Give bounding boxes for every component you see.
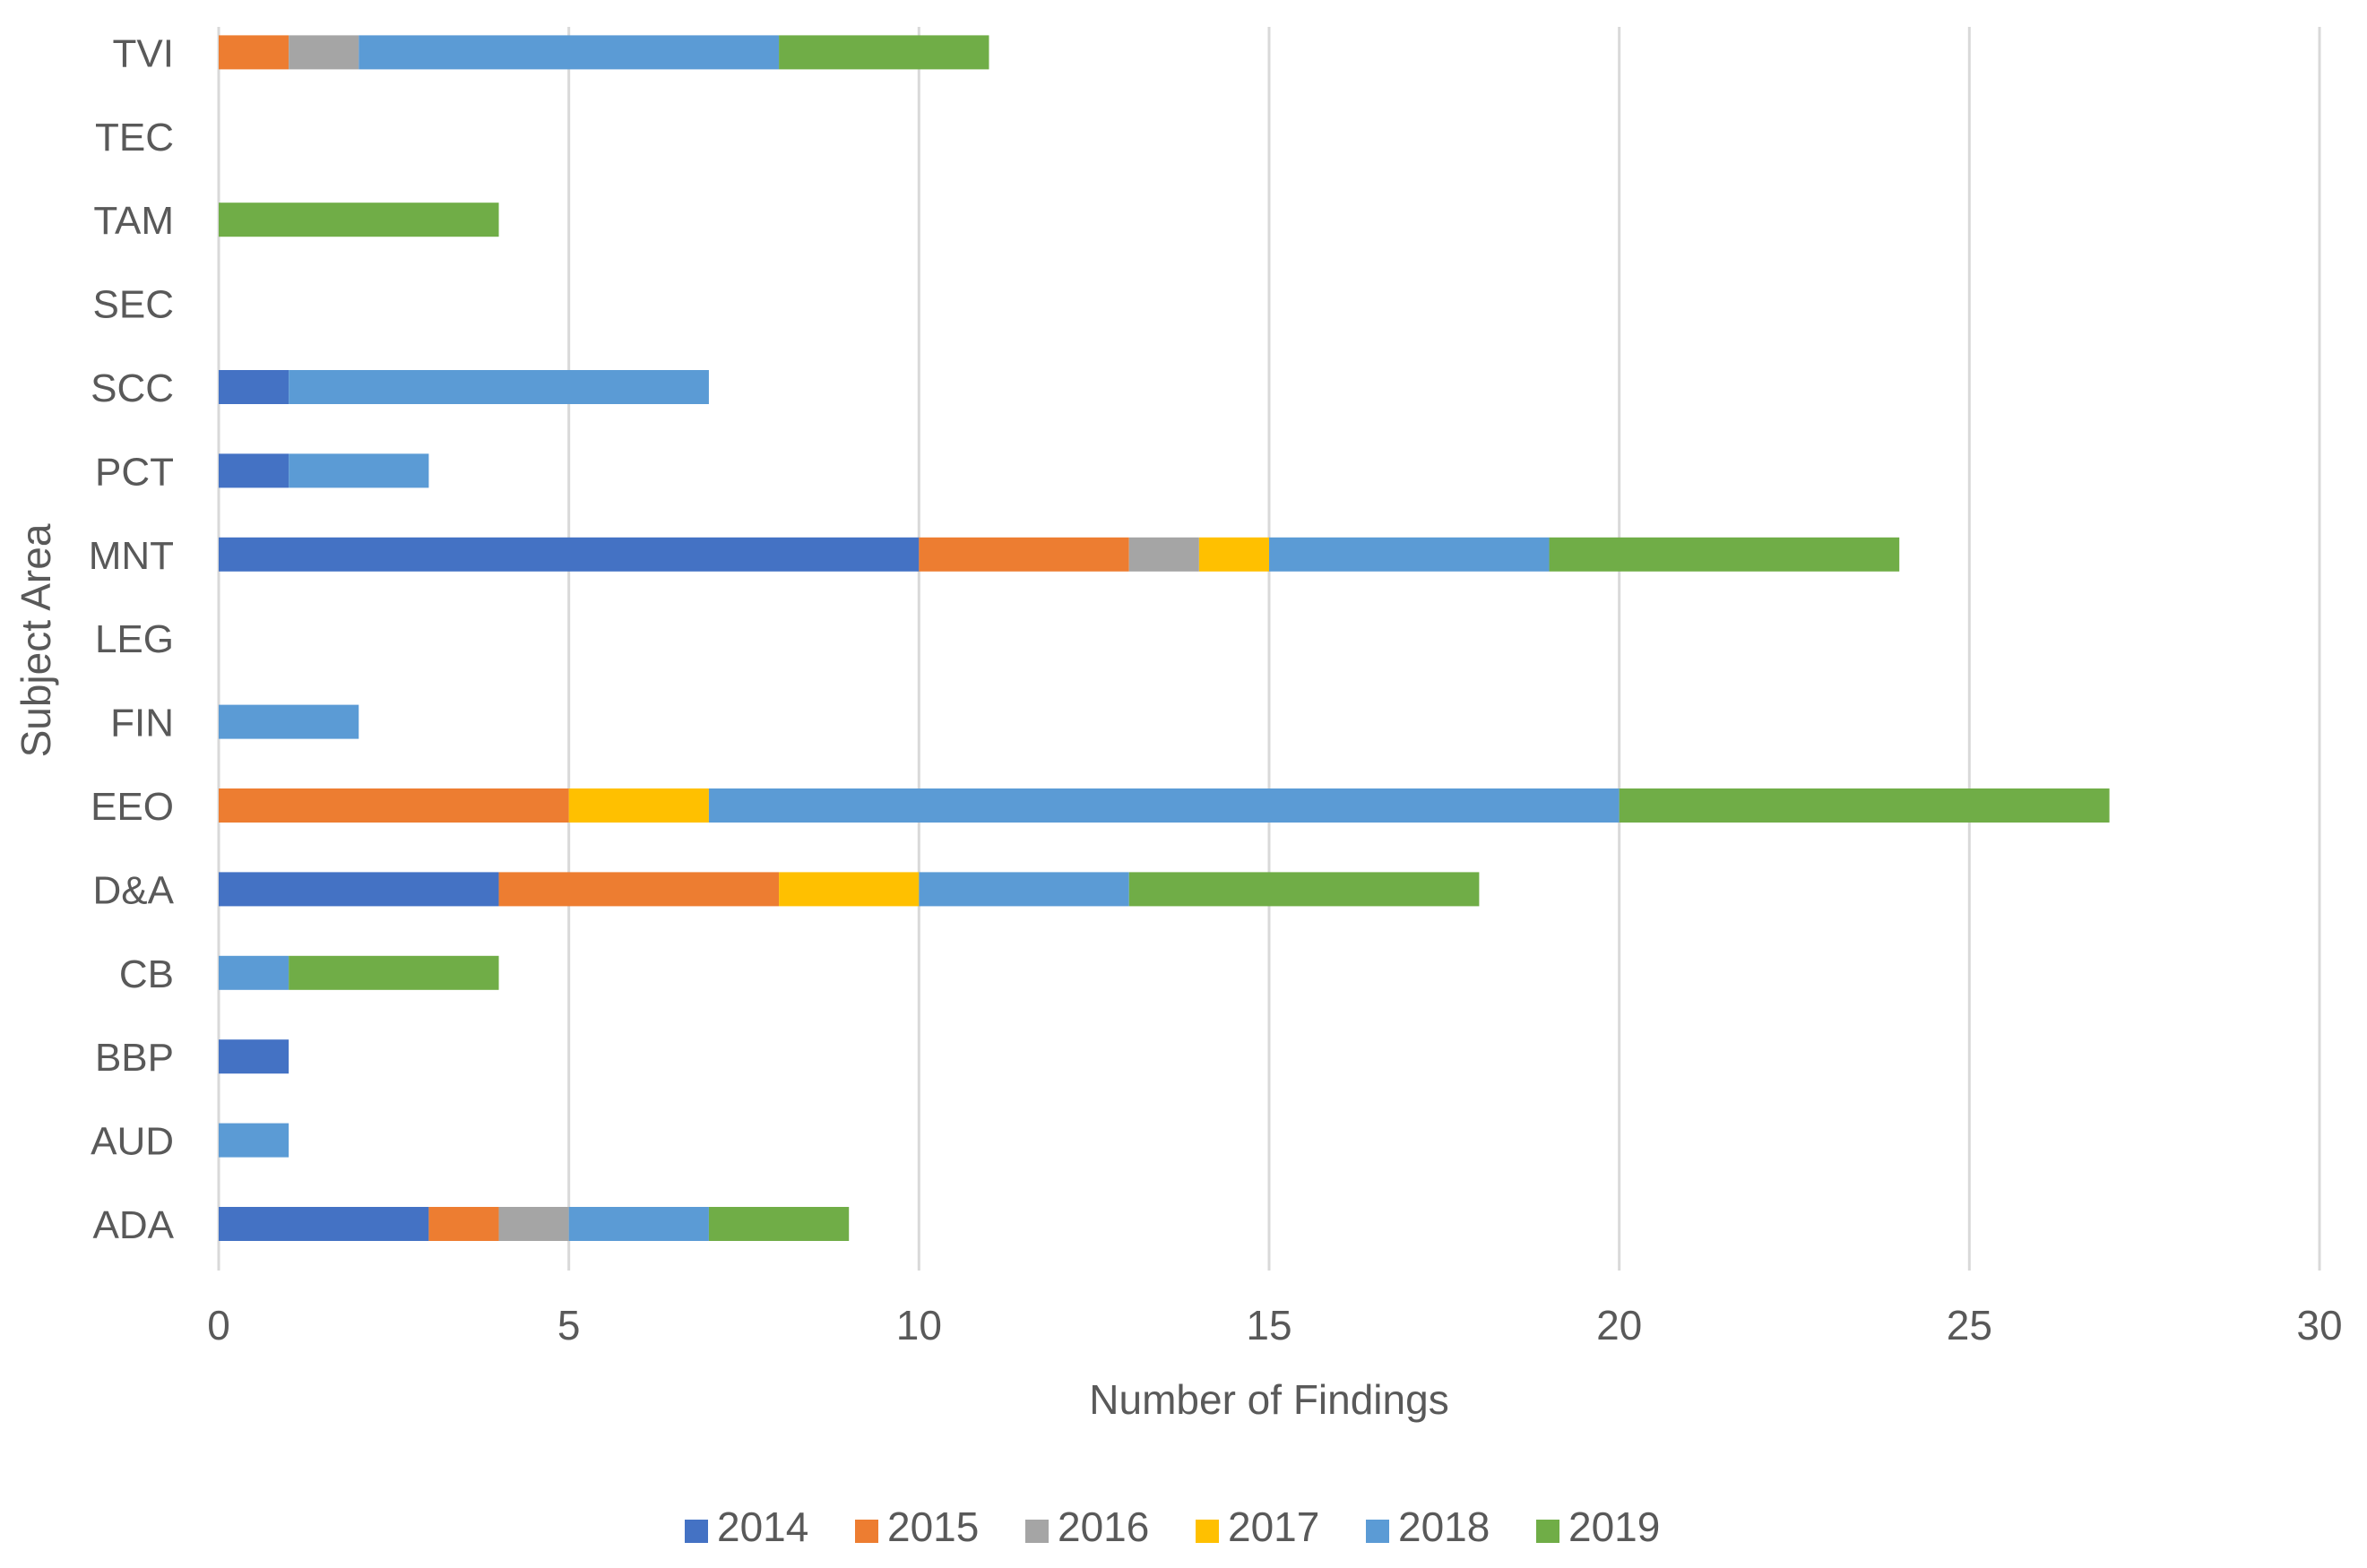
y-tick-label: BBP (95, 1036, 174, 1080)
bar-segment (708, 1207, 850, 1241)
bar-segment (919, 872, 1129, 907)
bar-segment (219, 453, 289, 488)
x-tick-label: 15 (1246, 1302, 1291, 1348)
bar-segment (568, 788, 709, 823)
bar-segment (289, 955, 499, 990)
y-tick-label: MNT (89, 534, 174, 578)
x-axis-ticks: 0 5 10 15 20 25 30 (207, 1302, 2342, 1348)
gridlines (217, 27, 2321, 1271)
x-tick-label: 10 (896, 1302, 942, 1348)
legend-label: 2019 (1568, 1503, 1660, 1550)
x-tick-label: 30 (2296, 1302, 2342, 1348)
bar-segment (1549, 537, 1900, 572)
bar-segment (289, 453, 429, 488)
bar-segment (428, 1207, 499, 1241)
x-tick-label: 5 (557, 1302, 581, 1348)
y-tick-label: ADA (93, 1203, 175, 1247)
bar-segment (219, 1039, 289, 1074)
bar-segment (779, 35, 989, 70)
y-tick-label: FIN (110, 702, 174, 745)
legend-label: 2014 (717, 1503, 808, 1550)
legend-label: 2015 (887, 1503, 979, 1550)
y-tick-label: PCT (95, 450, 174, 494)
bar-segment (1619, 788, 2110, 823)
bar-segment (568, 1207, 709, 1241)
x-tick-label: 0 (207, 1302, 230, 1348)
legend-label: 2018 (1398, 1503, 1490, 1550)
bar-segment (219, 872, 499, 907)
bar-segment (498, 1207, 569, 1241)
x-axis-label: Number of Findings (1089, 1376, 1448, 1423)
bar-segment (219, 370, 289, 404)
bar-segment (289, 370, 709, 404)
legend-swatch (1536, 1520, 1559, 1543)
bar-segment (219, 35, 289, 70)
y-axis-ticks: ADA AUD BBP CB D&A EEO FIN LEG MNT PCT SCC SEC TAM TE… (89, 31, 175, 1247)
bars (219, 35, 2110, 1241)
y-tick-label: TEC (95, 116, 174, 159)
bar-segment (1198, 537, 1269, 572)
bar-segment (1128, 872, 1480, 907)
legend-swatch (1366, 1520, 1389, 1543)
legend: 2014 2015 2016 2017 2018 2019 (685, 1503, 1660, 1550)
bar-segment (219, 537, 920, 572)
y-tick-label: EEO (91, 785, 174, 829)
y-tick-label: D&A (93, 868, 175, 912)
bar-segment (359, 35, 780, 70)
legend-swatch (685, 1520, 708, 1543)
bar-segment (1128, 537, 1199, 572)
legend-swatch (855, 1520, 878, 1543)
legend-swatch (1196, 1520, 1219, 1543)
y-tick-label: CB (119, 952, 174, 996)
x-tick-label: 25 (1947, 1302, 1992, 1348)
bar-segment (219, 1123, 289, 1158)
y-tick-label: TVI (113, 31, 174, 75)
bar-segment (779, 872, 920, 907)
y-tick-label: SCC (91, 366, 174, 410)
bar-segment (219, 1207, 429, 1241)
legend-label: 2016 (1058, 1503, 1149, 1550)
bar-segment (1269, 537, 1550, 572)
y-axis-label: Subject Area (13, 523, 59, 757)
bar-segment (498, 872, 780, 907)
y-tick-label: LEG (95, 617, 174, 661)
bar-segment (919, 537, 1129, 572)
bar-segment (219, 788, 569, 823)
bar-segment (289, 35, 359, 70)
x-tick-label: 20 (1596, 1302, 1642, 1348)
bar-segment (708, 788, 1620, 823)
bar-segment (219, 704, 359, 739)
y-tick-label: AUD (91, 1120, 174, 1164)
bar-segment (219, 955, 289, 990)
y-tick-label: SEC (93, 283, 174, 327)
y-tick-label: TAM (93, 199, 174, 243)
bar-segment (219, 202, 499, 237)
legend-label: 2017 (1228, 1503, 1319, 1550)
legend-swatch (1025, 1520, 1049, 1543)
